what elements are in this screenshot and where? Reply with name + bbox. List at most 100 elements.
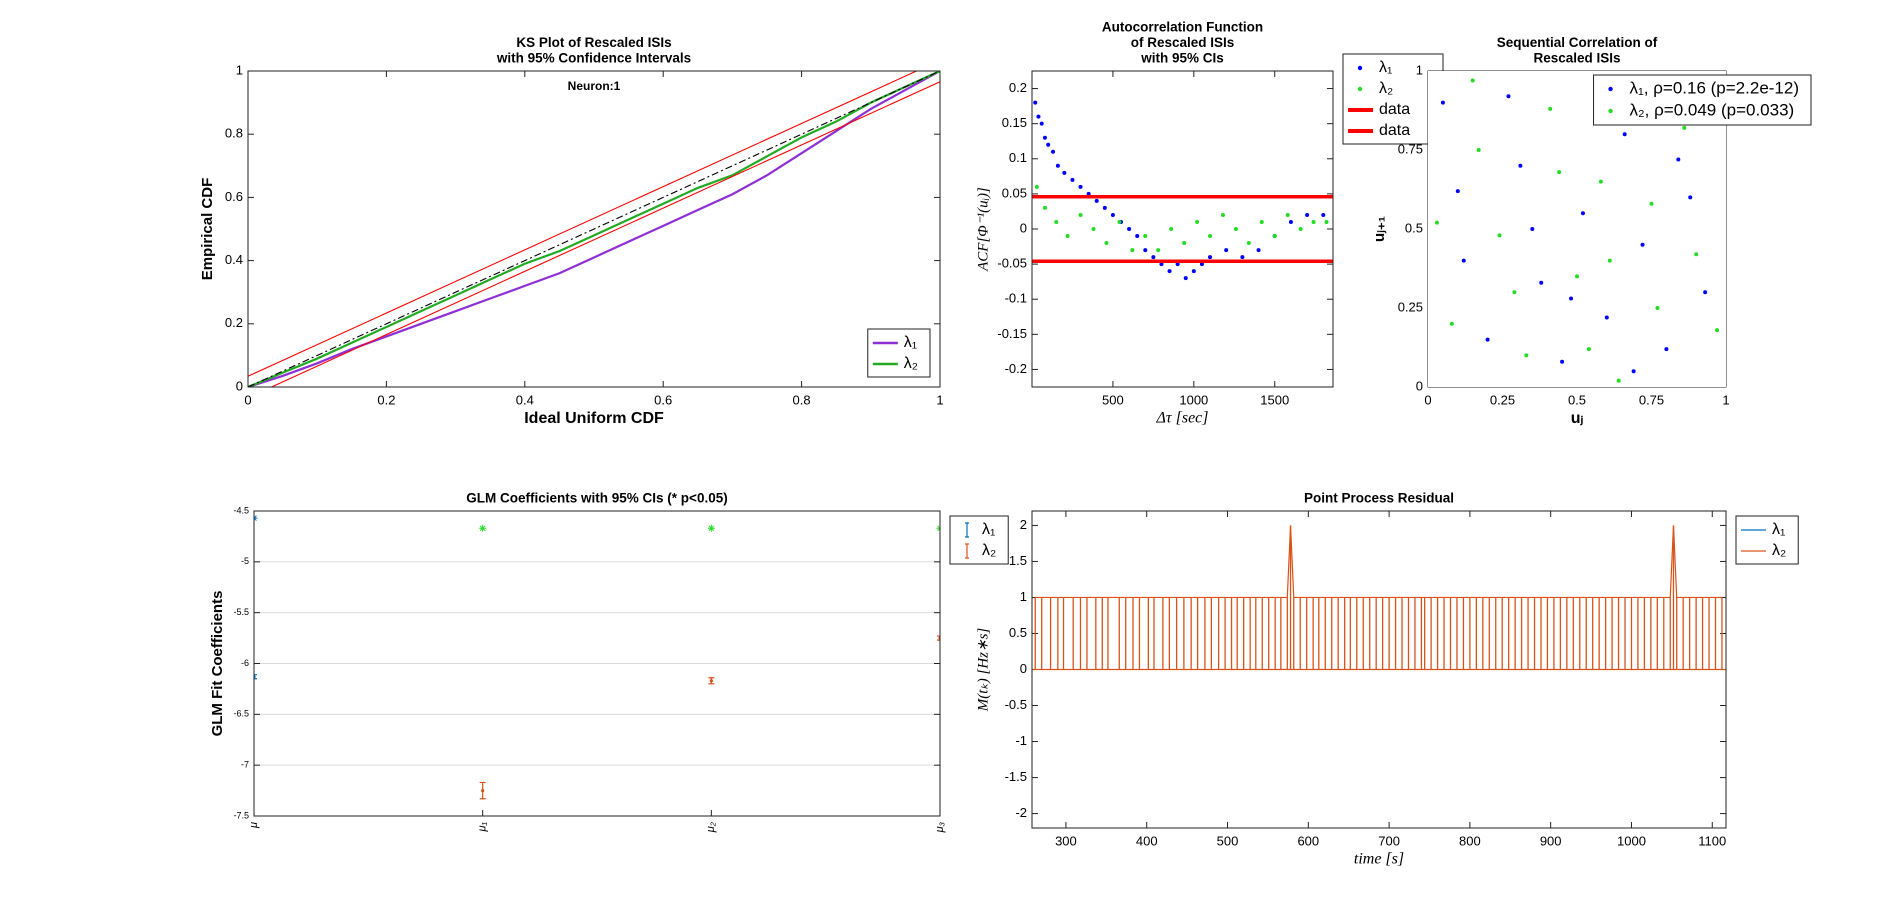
scatter-point [1151, 255, 1156, 260]
y-tick-label: 0 [1416, 378, 1423, 393]
legend-label: λ₁ [982, 521, 995, 538]
chart-title: KS Plot of Rescaled ISIs [516, 35, 671, 50]
scatter-point [1091, 227, 1096, 231]
y-tick-label: -0.2 [1005, 361, 1027, 376]
axes-background [1032, 71, 1333, 387]
scatter-point [1117, 219, 1122, 224]
x-tick-label: μ [248, 822, 260, 829]
axes-frame [247, 70, 941, 388]
error-bar [937, 635, 940, 641]
y-tick-label: -0.15 [997, 326, 1027, 341]
legend-label: data [1379, 101, 1410, 118]
y-tick-label: 0.75 [1398, 141, 1423, 156]
y-tick-label: -4.5 [233, 505, 249, 515]
y-axis-label: uⱼ₊₁ [1371, 216, 1388, 242]
legend: λ₁ λ₂ [949, 515, 1009, 565]
y-tick-label: 0.5 [1405, 220, 1423, 235]
y-tick-label: 0.25 [1398, 299, 1423, 314]
scatter-point [1518, 163, 1523, 168]
y-tick-label: 0.1 [1009, 150, 1027, 165]
y-tick-label: -1.5 [1005, 769, 1027, 784]
x-tick-label: 0.6 [654, 392, 672, 407]
legend-label: λ₁ [1379, 59, 1392, 76]
scatter-point [1703, 290, 1708, 295]
coefficient-point [481, 788, 485, 793]
scatter-point [1622, 132, 1627, 137]
scatter-point [1036, 114, 1041, 119]
y-tick-label: -7.5 [233, 810, 249, 820]
y-tick-label: 2 [1020, 517, 1027, 532]
scatter-point [1575, 274, 1579, 279]
scatter-point [1497, 233, 1502, 238]
legend-symbol [965, 522, 969, 538]
scatter-point [1086, 191, 1091, 196]
scatter-point [1094, 198, 1099, 203]
y-tick-label: 0.15 [1002, 115, 1027, 130]
scatter-point [1135, 234, 1140, 239]
scatter-point [1054, 219, 1059, 224]
scatter-point [1033, 100, 1038, 105]
scatter-point [1220, 212, 1225, 217]
scatter-point [1233, 227, 1238, 231]
scatter-point [1682, 125, 1687, 130]
scatter-point [1110, 212, 1115, 217]
scatter-point [1476, 148, 1481, 152]
x-tick-label: 900 [1540, 833, 1562, 848]
x-tick-label: 600 [1297, 833, 1319, 848]
scatter-point [1062, 170, 1067, 175]
legend-frame [1735, 515, 1799, 565]
x-tick-label: 1 [1722, 392, 1729, 407]
scatter-point [1039, 121, 1044, 126]
scatter-point [1272, 234, 1277, 239]
scatter-point [1640, 242, 1645, 247]
scatter-point [1524, 353, 1529, 358]
scatter-point [1159, 262, 1164, 267]
legend-label: data [1379, 122, 1410, 139]
scatter-point [1224, 248, 1229, 253]
y-tick-label: 0 [1020, 661, 1027, 676]
chart-title: GLM Coefficients with 95% CIs (* p<0.05) [466, 491, 727, 506]
x-tick-label: 0 [244, 392, 251, 407]
x-tick-label: μ₃ [934, 821, 946, 833]
y-tick-label: 0.2 [225, 315, 243, 330]
series-line [248, 71, 940, 387]
x-tick-label: 500 [1217, 833, 1239, 848]
legend-frame [949, 515, 1009, 565]
y-tick-label: -7 [241, 760, 249, 770]
x-tick-label: 1 [936, 392, 943, 407]
plot-area [254, 514, 940, 800]
scatter-point [1305, 212, 1310, 217]
scatter-point [1604, 315, 1609, 320]
plot-area [1032, 100, 1333, 281]
y-tick-label: -6.5 [233, 709, 249, 719]
series-line [271, 81, 940, 387]
scatter-point [1676, 157, 1681, 162]
scatter-point [1288, 219, 1293, 224]
scatter-point [1130, 248, 1135, 253]
legend-label: λ₁ [904, 334, 917, 351]
scatter-point [1321, 212, 1326, 217]
y-tick-label: 0 [1020, 220, 1027, 235]
annotation: Neuron:1 [568, 79, 621, 93]
scatter-point [1455, 189, 1460, 194]
legend-frame [867, 328, 931, 378]
y-tick-label: 1 [236, 62, 243, 77]
scatter-point [1560, 359, 1565, 364]
significance-star [479, 524, 487, 532]
residual-line [1035, 525, 1722, 599]
scatter-point [1183, 276, 1188, 281]
scatter-point [1311, 219, 1316, 224]
chart-title: with 95% CIs [1140, 51, 1224, 66]
chart-title: Point Process Residual [1304, 491, 1454, 506]
legend-symbol [965, 543, 969, 559]
scatter-point [1078, 212, 1083, 217]
coefficient-point [709, 679, 713, 683]
x-tick-label: 0.25 [1490, 392, 1515, 407]
scatter-point [1167, 269, 1172, 274]
x-tick-label: μ₂ [705, 821, 717, 833]
scatter-point [1256, 248, 1261, 253]
scatter-point [1569, 296, 1574, 301]
legend: λ₁ λ₂ data data [1342, 53, 1444, 145]
